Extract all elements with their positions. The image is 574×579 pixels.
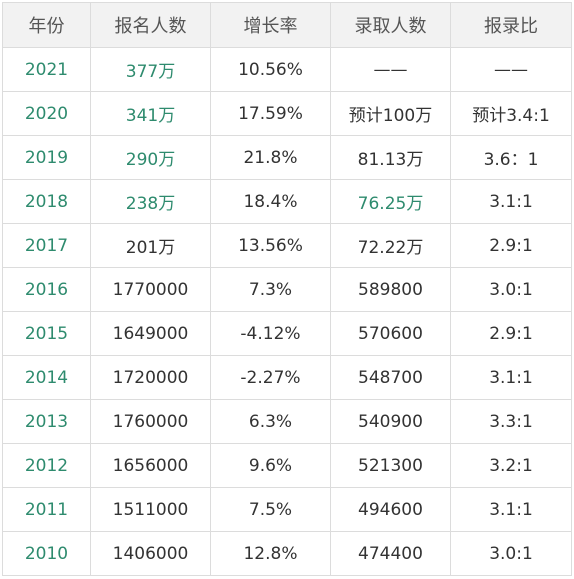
cell-year: 2014 bbox=[2, 355, 91, 400]
table-row: 2012 1656000 9.6% 521300 3.2:1 bbox=[2, 443, 572, 488]
table-row: 2020 341万 17.59% 预计100万 预计3.4:1 bbox=[2, 91, 572, 136]
cell-year: 2010 bbox=[2, 531, 91, 576]
cell-applicants: 1720000 bbox=[90, 355, 211, 400]
cell-applicants: 1770000 bbox=[90, 267, 211, 312]
cell-applicants: 1649000 bbox=[90, 311, 211, 356]
cell-growth: 10.56% bbox=[210, 47, 331, 92]
cell-growth: 12.8% bbox=[210, 531, 331, 576]
header-admitted: 录取人数 bbox=[330, 2, 451, 48]
cell-year: 2016 bbox=[2, 267, 91, 312]
cell-admitted: 589800 bbox=[330, 267, 451, 312]
cell-applicants: 290万 bbox=[90, 135, 211, 180]
cell-admitted: 494600 bbox=[330, 487, 451, 532]
cell-applicants: 1760000 bbox=[90, 399, 211, 444]
cell-year: 2015 bbox=[2, 311, 91, 356]
cell-year: 2020 bbox=[2, 91, 91, 136]
cell-ratio: 3.1:1 bbox=[450, 355, 572, 400]
table-row: 2013 1760000 6.3% 540900 3.3:1 bbox=[2, 399, 572, 444]
cell-admitted: 474400 bbox=[330, 531, 451, 576]
header-ratio: 报录比 bbox=[450, 2, 572, 48]
cell-admitted: 81.13万 bbox=[330, 135, 451, 180]
cell-growth: 21.8% bbox=[210, 135, 331, 180]
cell-applicants: 1511000 bbox=[90, 487, 211, 532]
cell-ratio: 3.0:1 bbox=[450, 531, 572, 576]
cell-applicants: 377万 bbox=[90, 47, 211, 92]
table-row: 2016 1770000 7.3% 589800 3.0:1 bbox=[2, 267, 572, 312]
cell-applicants: 201万 bbox=[90, 223, 211, 268]
cell-admitted: 预计100万 bbox=[330, 91, 451, 136]
header-growth-rate: 增长率 bbox=[210, 2, 331, 48]
cell-ratio: 3.1:1 bbox=[450, 179, 572, 224]
cell-ratio: —— bbox=[450, 47, 572, 92]
cell-growth: 7.3% bbox=[210, 267, 331, 312]
table-row: 2018 238万 18.4% 76.25万 3.1:1 bbox=[2, 179, 572, 224]
cell-ratio: 3.0:1 bbox=[450, 267, 572, 312]
table-row: 2014 1720000 -2.27% 548700 3.1:1 bbox=[2, 355, 572, 400]
table-row: 2019 290万 21.8% 81.13万 3.6：1 bbox=[2, 135, 572, 180]
cell-admitted: —— bbox=[330, 47, 451, 92]
cell-ratio: 2.9:1 bbox=[450, 223, 572, 268]
cell-applicants: 238万 bbox=[90, 179, 211, 224]
cell-ratio: 3.6：1 bbox=[450, 135, 572, 180]
cell-growth: 6.3% bbox=[210, 399, 331, 444]
cell-admitted: 540900 bbox=[330, 399, 451, 444]
cell-growth: -2.27% bbox=[210, 355, 331, 400]
header-year: 年份 bbox=[2, 2, 91, 48]
cell-applicants: 1406000 bbox=[90, 531, 211, 576]
cell-year: 2013 bbox=[2, 399, 91, 444]
cell-year: 2021 bbox=[2, 47, 91, 92]
cell-year: 2011 bbox=[2, 487, 91, 532]
cell-growth: -4.12% bbox=[210, 311, 331, 356]
table-row: 2015 1649000 -4.12% 570600 2.9:1 bbox=[2, 311, 572, 356]
cell-ratio: 预计3.4:1 bbox=[450, 91, 572, 136]
cell-admitted: 72.22万 bbox=[330, 223, 451, 268]
table-row: 2021 377万 10.56% —— —— bbox=[2, 47, 572, 92]
cell-admitted: 76.25万 bbox=[330, 179, 451, 224]
header-applicants: 报名人数 bbox=[90, 2, 211, 48]
cell-applicants: 1656000 bbox=[90, 443, 211, 488]
table-header-row: 年份 报名人数 增长率 录取人数 报录比 bbox=[2, 2, 572, 48]
cell-ratio: 3.1:1 bbox=[450, 487, 572, 532]
cell-admitted: 570600 bbox=[330, 311, 451, 356]
cell-ratio: 2.9:1 bbox=[450, 311, 572, 356]
cell-admitted: 521300 bbox=[330, 443, 451, 488]
cell-year: 2017 bbox=[2, 223, 91, 268]
cell-growth: 17.59% bbox=[210, 91, 331, 136]
cell-growth: 13.56% bbox=[210, 223, 331, 268]
table-row: 2010 1406000 12.8% 474400 3.0:1 bbox=[2, 531, 572, 576]
cell-ratio: 3.3:1 bbox=[450, 399, 572, 444]
cell-admitted: 548700 bbox=[330, 355, 451, 400]
table-row: 2017 201万 13.56% 72.22万 2.9:1 bbox=[2, 223, 572, 268]
cell-growth: 9.6% bbox=[210, 443, 331, 488]
cell-ratio: 3.2:1 bbox=[450, 443, 572, 488]
cell-year: 2018 bbox=[2, 179, 91, 224]
table-row: 2011 1511000 7.5% 494600 3.1:1 bbox=[2, 487, 572, 532]
cell-growth: 7.5% bbox=[210, 487, 331, 532]
cell-applicants: 341万 bbox=[90, 91, 211, 136]
cell-year: 2019 bbox=[2, 135, 91, 180]
cell-year: 2012 bbox=[2, 443, 91, 488]
cell-growth: 18.4% bbox=[210, 179, 331, 224]
